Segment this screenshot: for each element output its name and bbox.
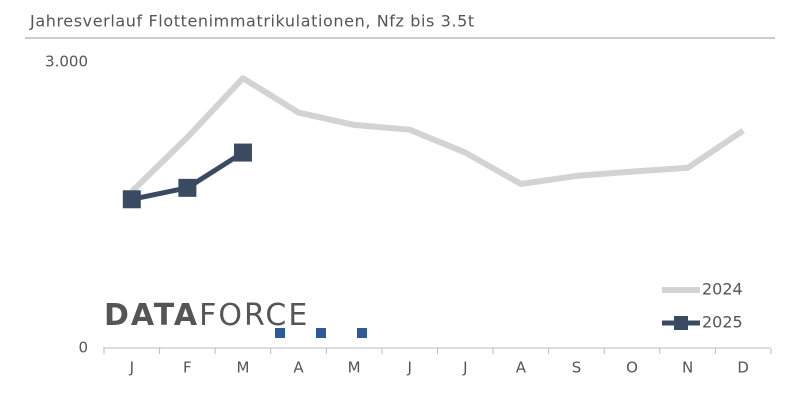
logo-bold: DATA — [104, 298, 199, 333]
x-tick-label: S — [572, 359, 582, 377]
series-line — [129, 75, 745, 194]
marker — [178, 178, 197, 197]
logo-light: FORCE — [199, 298, 309, 333]
logo: DATAFORCE — [104, 298, 309, 333]
x-tick-label: A — [516, 359, 527, 377]
x-tick-label: M — [348, 359, 361, 377]
chart-title: Jahresverlauf Flottenimmatrikulationen, … — [29, 12, 475, 31]
x-tick-label: J — [406, 359, 411, 377]
x-tick-label: N — [682, 359, 693, 377]
logo-dot — [316, 328, 326, 338]
x-tick-label: D — [737, 359, 749, 377]
x-tick-label: J — [129, 359, 134, 377]
legend-label: 2024 — [702, 280, 743, 299]
logo-dot — [357, 328, 367, 338]
x-tick-label: F — [183, 359, 192, 377]
marker — [233, 143, 252, 162]
legend-label: 2025 — [702, 313, 743, 332]
x-tick-label: J — [462, 359, 467, 377]
x-tick-label: O — [626, 359, 638, 377]
marker — [122, 190, 141, 209]
x-tick-label: M — [236, 359, 249, 377]
legend-marker — [674, 316, 688, 330]
y-tick-label: 0 — [78, 339, 88, 357]
y-tick-label: 3.000 — [45, 53, 88, 71]
logo-dot — [275, 328, 285, 338]
x-tick-label: A — [293, 359, 304, 377]
